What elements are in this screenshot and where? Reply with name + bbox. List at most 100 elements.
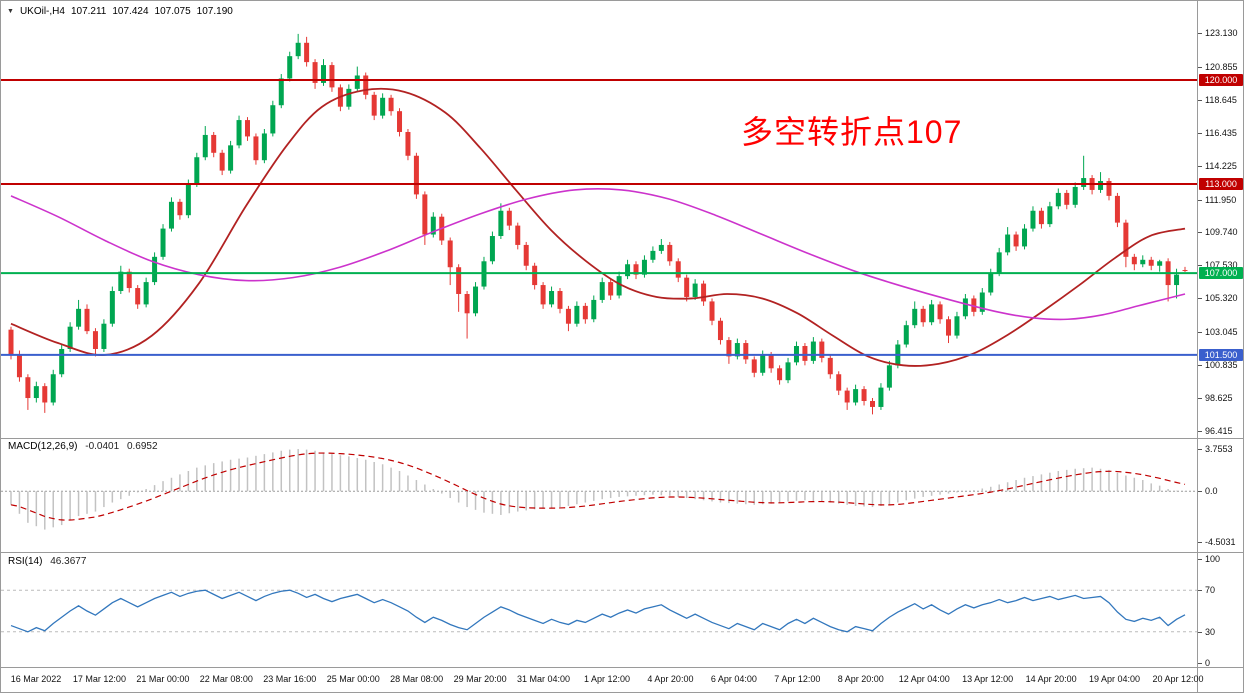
candle-body-up	[1022, 228, 1028, 247]
candle-body-down	[42, 386, 48, 403]
time-axis-label: 28 Mar 08:00	[390, 674, 444, 684]
panel-separator	[1, 667, 1243, 668]
candle-body-up	[599, 282, 605, 300]
hline-price-label: 113.000	[1199, 178, 1243, 190]
candle-body-up	[625, 264, 631, 277]
time-axis-label: 6 Apr 04:00	[710, 674, 757, 684]
macd-name: MACD(12,26,9)	[8, 441, 78, 452]
pivot-annotation-text[interactable]: 多空转折点107	[741, 114, 963, 150]
candle-body-down	[304, 42, 310, 63]
moving-average-red	[10, 87, 1186, 367]
axis-tick	[1198, 232, 1202, 234]
axis-tick	[1198, 448, 1202, 450]
candle-body-up	[912, 308, 918, 326]
candle-body-down	[312, 62, 318, 83]
price-chart-canvas[interactable]	[1, 1, 1197, 438]
candle-body-down	[701, 283, 707, 302]
macd-signal-value: 0.6952	[126, 441, 158, 452]
chart-menu-arrow-icon[interactable]: ▼	[7, 7, 14, 15]
candle-body-down	[827, 357, 833, 375]
candle-body-up	[954, 316, 960, 336]
symbol-title: ▼ UKOil-,H4 107.211 107.424 107.075 107.…	[7, 6, 233, 17]
price-scale[interactable]: 123.130 120.855 118.645 116.435 114.225 111.9…	[1198, 1, 1243, 692]
candle-body-up	[641, 259, 647, 275]
candle-body-up	[295, 42, 301, 57]
time-axis-label: 31 Mar 04:00	[517, 674, 571, 684]
candle-body-down	[371, 94, 377, 116]
time-scale[interactable]: 16 Mar 2022 17 Mar 12:00 21 Mar 00:00 22 Ma…	[1, 667, 1204, 692]
symbol-timeframe-label: UKOil-,H4	[19, 6, 65, 17]
candle-body-up	[549, 291, 555, 305]
time-axis-label: 8 Apr 20:00	[837, 674, 884, 684]
price-axis-label: 105.320	[1205, 293, 1238, 304]
candle-body-down	[92, 331, 98, 349]
candle-body-up	[886, 365, 892, 388]
candle-body-up	[67, 326, 73, 349]
candle-body-down	[1038, 210, 1044, 225]
candle-body-down	[768, 354, 774, 369]
candle-body-up	[473, 286, 479, 314]
rsi-indicator-canvas[interactable]	[1, 552, 1197, 667]
candle-body-down	[836, 374, 842, 391]
candle-body-up	[878, 387, 884, 407]
candle-body-up	[168, 201, 174, 229]
candle-body-up	[1047, 206, 1053, 225]
rsi-axis-label: 70	[1205, 585, 1216, 596]
time-axis-label: 25 Mar 00:00	[326, 674, 380, 684]
candle-body-down	[244, 120, 250, 137]
time-axis-label: 1 Apr 12:00	[583, 674, 631, 684]
candle-body-down	[456, 267, 462, 294]
ohlc-open-value: 107.211	[70, 6, 107, 17]
candle-body-down	[777, 368, 783, 381]
candle-body-up	[1030, 210, 1036, 229]
candle-body-up	[785, 362, 791, 381]
price-axis-label: 120.855	[1205, 62, 1238, 73]
candle-body-down	[1013, 234, 1019, 247]
price-axis-label: 111.950	[1205, 194, 1237, 205]
panel-separator[interactable]	[1, 552, 1243, 553]
candle-body-down	[1182, 270, 1188, 272]
candle-body-up	[278, 78, 284, 106]
candle-body-up	[1005, 234, 1011, 253]
price-axis-label: 100.835	[1205, 359, 1238, 370]
candle-body-up	[1081, 178, 1087, 187]
candle-body-down	[84, 308, 90, 332]
axis-tick	[1198, 265, 1202, 267]
candle-body-up	[988, 273, 994, 293]
price-axis-label: 109.740	[1205, 227, 1238, 238]
time-axis-label: 19 Apr 04:00	[1089, 674, 1141, 684]
candle-body-down	[557, 291, 563, 309]
candle-body-up	[929, 304, 935, 323]
panel-separator[interactable]	[1, 438, 1243, 439]
axis-tick	[1198, 364, 1202, 366]
candle-body-down	[540, 285, 546, 305]
candle-body-up	[228, 145, 234, 171]
hline-price-label: 101.500	[1199, 348, 1243, 361]
candle-body-down	[684, 277, 690, 297]
time-axis-label: 4 Apr 20:00	[647, 674, 694, 684]
macd-axis-label: -4.5031	[1205, 537, 1236, 547]
price-axis-label: 123.130	[1205, 28, 1238, 39]
candle-body-down	[405, 131, 411, 156]
time-axis-label: 14 Apr 20:00	[1025, 674, 1077, 684]
candle-body-up	[616, 276, 622, 296]
price-axis-label: 107.530	[1205, 260, 1238, 271]
candle-body-up	[76, 308, 82, 327]
axis-tick	[1198, 590, 1202, 592]
candle-body-down	[582, 305, 588, 320]
axis-tick	[1198, 199, 1202, 201]
candle-body-down	[709, 301, 715, 321]
candle-body-up	[1157, 261, 1163, 266]
time-axis-label: 29 Mar 20:00	[453, 674, 507, 684]
candle-body-down	[363, 75, 369, 95]
macd-indicator-canvas[interactable]	[1, 438, 1197, 552]
candle-body-up	[1072, 186, 1078, 205]
candle-body-up	[1174, 274, 1180, 286]
candle-body-down	[1148, 259, 1154, 266]
price-axis-label: 116.435	[1205, 127, 1237, 138]
axis-tick	[1198, 663, 1202, 664]
candle-body-down	[135, 288, 141, 305]
axis-tick	[1198, 491, 1202, 493]
candle-body-up	[287, 56, 293, 79]
candle-body-down	[717, 320, 723, 341]
